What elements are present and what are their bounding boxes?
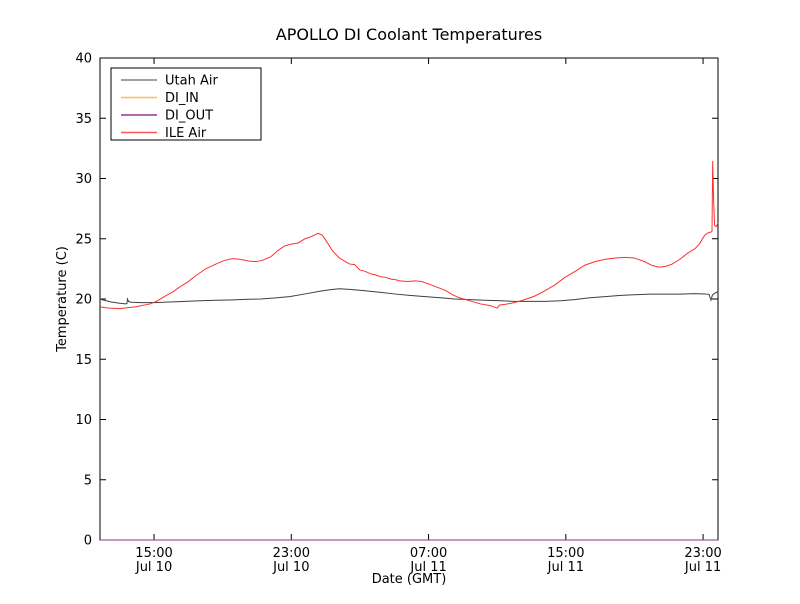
series-line-utah-air [99, 288, 719, 305]
x-tick-date-label: Jul 11 [684, 560, 721, 575]
legend-label: DI_OUT [165, 109, 213, 124]
y-axis-label: Temperature (C) [55, 246, 70, 353]
y-tick-label: 0 [84, 534, 92, 549]
x-tick-date-label: Jul 11 [409, 560, 446, 575]
series-line-ile-air [99, 161, 719, 310]
y-tick-label: 35 [75, 112, 92, 127]
y-tick-label: 5 [84, 473, 92, 488]
legend-label: ILE Air [165, 126, 207, 141]
x-tick-date-label: Jul 11 [547, 560, 584, 575]
chart-title: APOLLO DI Coolant Temperatures [276, 25, 542, 44]
x-tick-time-label: 23:00 [684, 546, 721, 561]
x-tick-date-label: Jul 10 [135, 560, 172, 575]
series-layer [99, 161, 719, 541]
y-tick-label: 10 [75, 413, 92, 428]
x-tick-time-label: 15:00 [547, 546, 584, 561]
x-tick-time-label: 23:00 [273, 546, 310, 561]
y-tick-label: 40 [75, 52, 92, 67]
legend-label: Utah Air [165, 74, 218, 89]
y-tick-label: 20 [75, 293, 92, 308]
y-tick-label: 25 [75, 232, 92, 247]
legend-label: DI_IN [165, 91, 199, 106]
x-tick-time-label: 07:00 [410, 546, 447, 561]
x-tick-time-label: 15:00 [135, 546, 172, 561]
y-tick-label: 15 [75, 353, 92, 368]
x-tick-date-label: Jul 10 [272, 560, 309, 575]
y-tick-label: 30 [75, 172, 92, 187]
legend: Utah Air DI_IN DI_OUT ILE Air [110, 67, 262, 141]
x-axis-label: Date (GMT) [372, 572, 447, 587]
